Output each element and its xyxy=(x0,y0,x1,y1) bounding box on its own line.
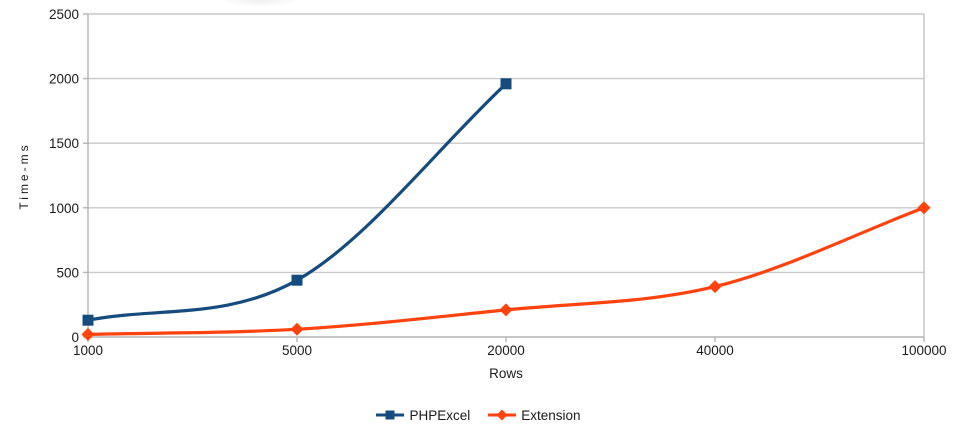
data-point-diamond xyxy=(81,327,95,341)
data-point-square xyxy=(500,78,512,90)
data-point-diamond xyxy=(290,322,304,336)
x-tick-label: 100000 xyxy=(901,343,946,358)
y-tick-label: 2000 xyxy=(49,72,79,87)
legend: PHPExcel Extension xyxy=(0,404,957,426)
x-tick-label: 1000 xyxy=(73,343,103,358)
data-point-square xyxy=(291,274,303,286)
data-point-diamond xyxy=(499,303,513,317)
y-tick-label: 500 xyxy=(56,265,79,280)
x-tick-label: 5000 xyxy=(282,343,312,358)
extension-line-diamond-icon xyxy=(488,409,517,421)
x-tick-label: 20000 xyxy=(487,343,525,358)
phpexcel-line-square-icon xyxy=(376,410,405,420)
y-tick-label: 1000 xyxy=(49,201,79,216)
data-point-diamond xyxy=(708,280,722,294)
legend-item-phpexcel: PHPExcel xyxy=(376,408,470,423)
y-tick-label: 1500 xyxy=(49,136,79,151)
y-tick-label: 0 xyxy=(71,330,79,345)
x-tick-label: 40000 xyxy=(696,343,734,358)
data-point-diamond xyxy=(917,201,931,215)
series-line-phpexcel xyxy=(86,82,508,322)
x-axis-title: Rows xyxy=(489,366,523,381)
y-tick-label: 2500 xyxy=(49,7,79,22)
legend-label-phpexcel: PHPExcel xyxy=(409,407,471,423)
data-point-square xyxy=(82,314,94,326)
legend-label-extension: Extension xyxy=(521,407,581,423)
legend-item-extension: Extension xyxy=(488,407,581,423)
